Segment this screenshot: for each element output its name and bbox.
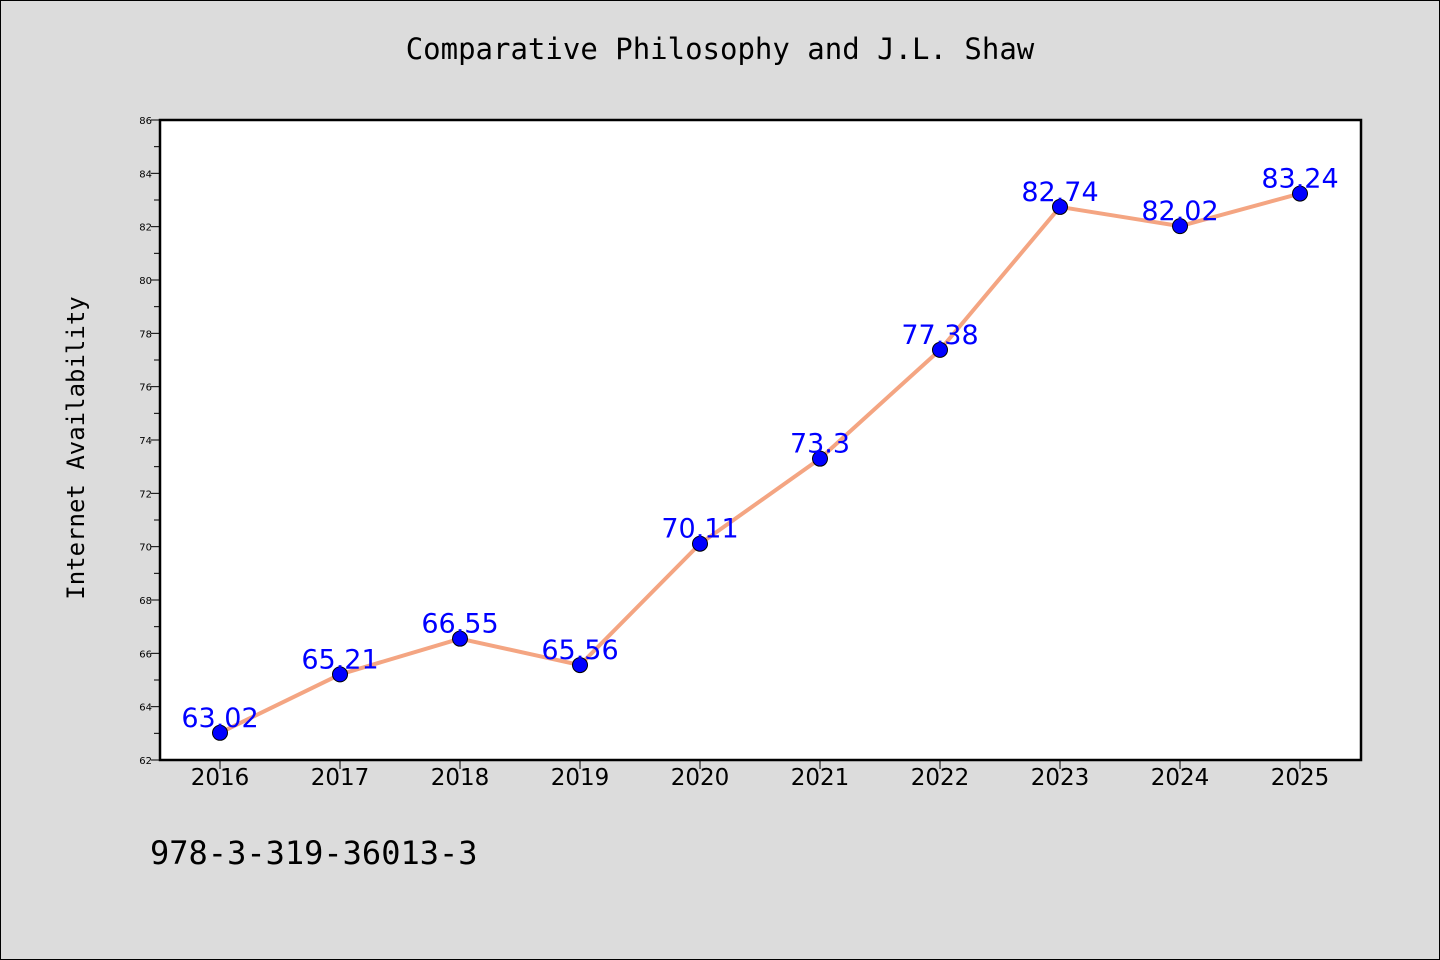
chart-title: Comparative Philosophy and J.L. Shaw: [405, 32, 1035, 66]
plot-area: [160, 120, 1361, 760]
y-tick-label: 78: [139, 329, 152, 340]
y-tick-label: 80: [139, 276, 152, 287]
y-tick-label: 64: [139, 703, 152, 714]
y-tick-label: 66: [139, 649, 152, 660]
x-tick-label: 2024: [1151, 765, 1210, 791]
x-tick-label: 2018: [431, 765, 490, 791]
y-tick-label: 86: [139, 116, 152, 127]
data-point: [332, 666, 348, 683]
data-label: 73.3: [790, 429, 850, 460]
y-tick-label: 70: [139, 543, 152, 554]
plot-frame: [158, 118, 1363, 762]
x-tick-label: 2016: [191, 765, 250, 791]
series-line: [218, 191, 1302, 735]
y-tick-label: 68: [139, 596, 152, 607]
x-tick-label: 2019: [551, 765, 610, 791]
x-tick-label: 2023: [1031, 765, 1090, 791]
x-tick-label: 2022: [911, 765, 970, 791]
data-label: 65.21: [301, 644, 378, 675]
y-tick-label: 62: [139, 756, 152, 767]
data-point: [452, 630, 468, 647]
data-label: 83.24: [1261, 164, 1338, 195]
data-label: 63.02: [181, 703, 258, 734]
y-tick-label: 84: [139, 169, 152, 180]
data-point: [1052, 198, 1068, 215]
y-tick-label: 76: [139, 383, 152, 394]
isbn-text: 978-3-319-36013-3: [150, 834, 478, 872]
data-point: [212, 724, 228, 741]
y-tick-label: 74: [139, 436, 152, 447]
data-label: 77.38: [901, 320, 978, 351]
data-point: [692, 535, 708, 552]
data-label: 82.74: [1021, 177, 1098, 208]
data-label: 65.56: [541, 635, 618, 666]
x-tick-label: 2025: [1271, 765, 1330, 791]
x-tick-label: 2021: [791, 765, 850, 791]
data-label: 70.11: [661, 514, 738, 545]
y-tick-label: 82: [139, 223, 152, 234]
data-point: [572, 657, 588, 674]
data-label: 82.02: [1141, 196, 1218, 227]
data-point: [932, 341, 948, 358]
x-tick-label: 2020: [671, 765, 730, 791]
data-point: [812, 450, 828, 467]
x-tick-label: 2017: [311, 765, 370, 791]
y-tick-label: 72: [139, 489, 152, 500]
data-point: [1292, 185, 1308, 202]
data-label: 66.55: [421, 609, 498, 640]
data-point: [1172, 218, 1188, 235]
